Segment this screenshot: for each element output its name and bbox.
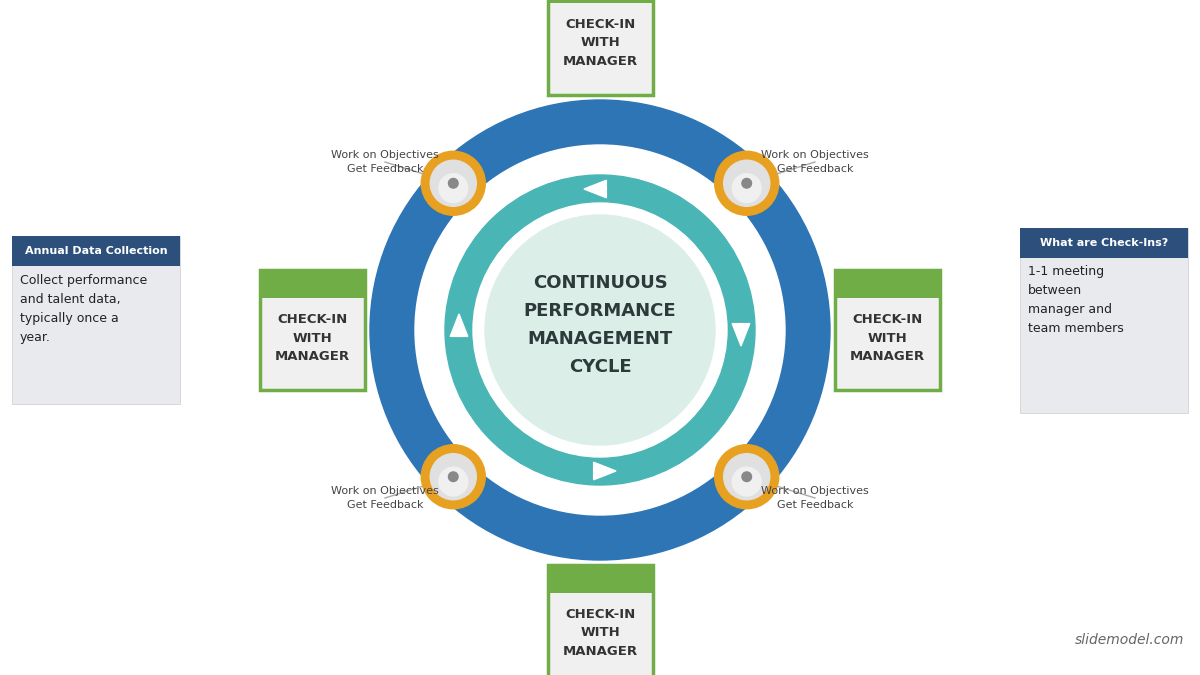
FancyBboxPatch shape — [835, 270, 940, 298]
Circle shape — [732, 467, 761, 496]
Circle shape — [485, 215, 715, 445]
Text: 1-1 meeting
between
manager and
team members: 1-1 meeting between manager and team mem… — [1028, 265, 1123, 335]
Circle shape — [415, 145, 785, 515]
Circle shape — [715, 151, 779, 215]
Text: Annual Data Collection: Annual Data Collection — [25, 246, 167, 256]
Circle shape — [724, 454, 769, 500]
Circle shape — [431, 454, 476, 500]
Circle shape — [732, 173, 761, 202]
Circle shape — [421, 151, 485, 215]
Text: Work on Objectives
Get Feedback: Work on Objectives Get Feedback — [761, 150, 869, 174]
Text: Work on Objectives
Get Feedback: Work on Objectives Get Feedback — [331, 486, 439, 510]
FancyBboxPatch shape — [547, 0, 653, 95]
Polygon shape — [732, 323, 750, 346]
Text: Collect performance
and talent data,
typically once a
year.: Collect performance and talent data, typ… — [20, 274, 148, 344]
Circle shape — [742, 472, 751, 481]
Text: CONTINUOUS
PERFORMANCE
MANAGEMENT
CYCLE: CONTINUOUS PERFORMANCE MANAGEMENT CYCLE — [523, 274, 677, 376]
Circle shape — [473, 203, 727, 457]
FancyBboxPatch shape — [12, 236, 180, 266]
Polygon shape — [584, 180, 606, 198]
Polygon shape — [450, 314, 468, 336]
Text: CHECK-IN
WITH
MANAGER: CHECK-IN WITH MANAGER — [275, 313, 350, 363]
Circle shape — [431, 160, 476, 207]
FancyBboxPatch shape — [547, 0, 653, 3]
Text: CHECK-IN
WITH
MANAGER: CHECK-IN WITH MANAGER — [563, 608, 637, 658]
Text: CHECK-IN
WITH
MANAGER: CHECK-IN WITH MANAGER — [563, 18, 637, 68]
FancyBboxPatch shape — [1020, 227, 1188, 257]
Circle shape — [715, 445, 779, 509]
FancyBboxPatch shape — [547, 565, 653, 675]
FancyBboxPatch shape — [547, 565, 653, 593]
Text: CHECK-IN
WITH
MANAGER: CHECK-IN WITH MANAGER — [850, 313, 925, 363]
Circle shape — [449, 472, 458, 481]
FancyBboxPatch shape — [260, 270, 365, 390]
Polygon shape — [594, 462, 616, 480]
Circle shape — [445, 175, 755, 485]
Text: Work on Objectives
Get Feedback: Work on Objectives Get Feedback — [331, 150, 439, 174]
Circle shape — [370, 100, 830, 560]
FancyBboxPatch shape — [835, 270, 940, 390]
Circle shape — [482, 212, 718, 448]
Circle shape — [421, 445, 485, 509]
Circle shape — [449, 178, 458, 188]
Text: slidemodel.com: slidemodel.com — [1075, 633, 1184, 647]
Text: What are Check-Ins?: What are Check-Ins? — [1040, 238, 1168, 248]
Text: Work on Objectives
Get Feedback: Work on Objectives Get Feedback — [761, 486, 869, 510]
Circle shape — [742, 178, 751, 188]
FancyBboxPatch shape — [12, 236, 180, 404]
FancyBboxPatch shape — [260, 270, 365, 298]
Circle shape — [439, 467, 468, 496]
Circle shape — [724, 160, 769, 207]
Circle shape — [439, 173, 468, 202]
FancyBboxPatch shape — [1020, 227, 1188, 412]
